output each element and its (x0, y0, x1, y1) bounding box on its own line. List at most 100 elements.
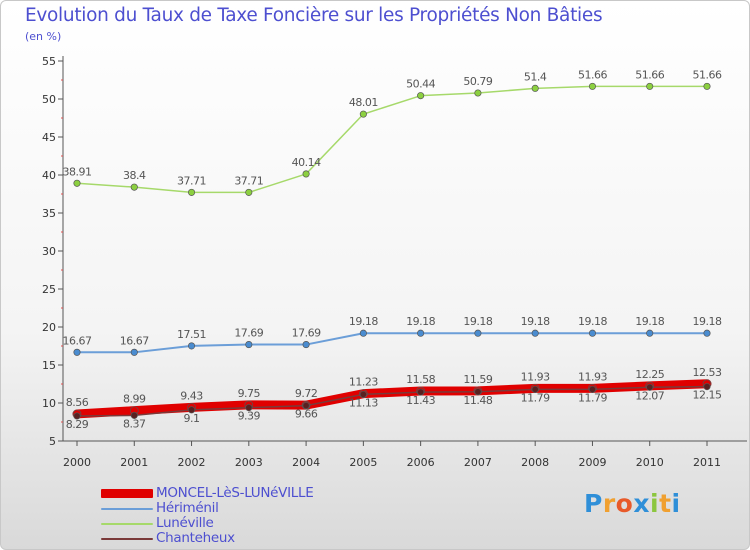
data-label: 19.18 (406, 315, 435, 328)
data-point (588, 82, 597, 90)
data-label: 8.37 (123, 417, 146, 430)
data-label: 12.53 (693, 366, 722, 379)
data-label: 11.13 (349, 396, 378, 409)
data-point (417, 329, 425, 337)
data-point (417, 92, 425, 100)
data-label: 9.75 (238, 387, 261, 400)
data-point (531, 329, 539, 337)
proxiti-logo: Proxiti (584, 489, 681, 518)
x-tick-label: 2009 (578, 456, 606, 469)
x-tick-label: 2000 (63, 456, 91, 469)
data-label: 17.51 (177, 328, 206, 341)
data-point (73, 179, 81, 187)
data-point (302, 170, 310, 178)
data-point (531, 84, 539, 92)
series-line-3 (76, 385, 708, 417)
data-point (417, 388, 425, 396)
data-label: 11.79 (578, 391, 607, 404)
data-point (646, 383, 654, 391)
series-line-1 (76, 332, 708, 354)
data-label: 19.18 (693, 315, 722, 328)
data-label: 19.18 (463, 315, 492, 328)
series-line-0 (72, 379, 712, 419)
x-tick-label: 2006 (407, 456, 435, 469)
data-label: 51.66 (578, 68, 607, 81)
data-point (187, 188, 196, 196)
data-point (703, 383, 711, 391)
data-label: 17.69 (234, 327, 263, 340)
data-label: 11.93 (578, 370, 607, 383)
data-label: 51.4 (524, 70, 547, 83)
data-point (531, 385, 539, 393)
data-label: 11.23 (349, 376, 378, 389)
data-point (474, 329, 482, 337)
x-tick-label: 2010 (636, 456, 664, 469)
data-label: 37.71 (234, 174, 263, 187)
data-label: 12.15 (693, 389, 722, 402)
data-label: 19.18 (349, 315, 378, 328)
y-tick-label: 25 (42, 283, 56, 296)
data-label: 11.93 (521, 370, 550, 383)
data-point (245, 188, 253, 196)
data-label: 11.43 (406, 394, 435, 407)
legend-label-moncel: MONCEL-LèS-LUNéVILLE (156, 485, 314, 501)
x-tick-label: 2003 (235, 456, 263, 469)
data-point (359, 110, 367, 118)
legend-swatch-chanteheux (101, 538, 153, 540)
data-label: 40.14 (292, 156, 321, 169)
data-label: 16.67 (120, 334, 149, 347)
logo-letter: o (615, 489, 634, 518)
data-point (474, 388, 482, 396)
logo-letter: i (671, 489, 681, 518)
data-label: 51.66 (635, 68, 664, 81)
data-point (474, 89, 482, 97)
data-point (703, 329, 711, 337)
y-tick-label: 55 (42, 55, 56, 68)
x-tick-label: 2011 (693, 456, 721, 469)
data-label: 8.29 (66, 418, 89, 431)
x-tick-label: 2008 (521, 456, 549, 469)
data-point (73, 412, 81, 420)
y-tick-label: 30 (42, 245, 56, 258)
legend-swatch-luneville (101, 523, 153, 525)
data-label: 17.69 (292, 327, 321, 340)
y-tick-label: 20 (42, 321, 56, 334)
data-point (703, 82, 711, 90)
data-label: 12.25 (635, 368, 664, 381)
data-point (359, 329, 367, 337)
data-label: 8.99 (123, 393, 146, 406)
data-label: 50.79 (463, 75, 492, 88)
data-point (646, 329, 654, 337)
x-tick-label: 2005 (349, 456, 377, 469)
logo-letter: P (584, 489, 603, 518)
logo-letter: i (650, 489, 660, 518)
y-tick-label: 45 (42, 131, 56, 144)
y-tick-label: 40 (42, 169, 56, 182)
x-tick-label: 2004 (292, 456, 320, 469)
data-label: 8.56 (66, 396, 89, 409)
data-label: 11.59 (463, 373, 492, 386)
data-label: 9.1 (184, 412, 200, 425)
data-point (245, 404, 253, 412)
logo-letter: x (633, 489, 650, 518)
legend-label-chanteheux: Chanteheux (156, 530, 235, 546)
data-label: 11.79 (521, 391, 550, 404)
data-point (588, 385, 597, 393)
legend-label-herimenil: Hériménil (156, 500, 219, 516)
data-point (187, 342, 196, 350)
y-tick-label: 10 (42, 397, 56, 410)
data-label: 11.48 (463, 394, 492, 407)
data-label: 9.43 (180, 389, 203, 402)
data-label: 9.72 (295, 387, 318, 400)
series-line-2 (76, 85, 708, 194)
chart-subtitle: (en %) (25, 30, 62, 43)
logo-letter: t (659, 489, 672, 518)
legend-swatch-herimenil (101, 508, 153, 510)
data-label: 11.58 (406, 373, 435, 386)
data-point (302, 341, 310, 349)
data-point (646, 82, 654, 90)
data-label: 19.18 (521, 315, 550, 328)
data-point (588, 329, 597, 337)
